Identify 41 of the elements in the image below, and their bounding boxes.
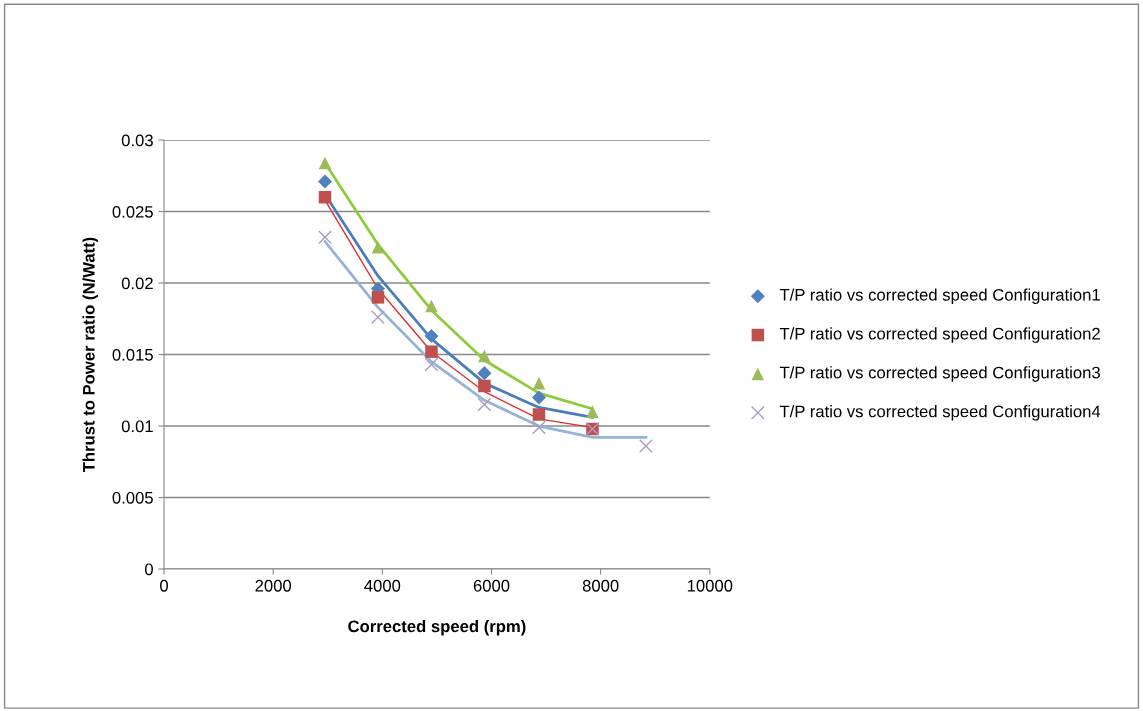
point (425, 299, 438, 313)
y-tick-label: 0 (144, 563, 153, 576)
x-tick-label: 0 (160, 579, 168, 592)
y-tick-label: 0.025 (112, 205, 153, 218)
point (477, 366, 492, 381)
legend-label: T/P ratio vs corrected speed Configuration4 (779, 405, 1101, 421)
x-tick-label: 2000 (255, 579, 292, 592)
y-tick-label: 0.03 (121, 134, 153, 147)
point (478, 349, 491, 363)
y-axis-title: Thrust to Power ratio (N/Watt) (82, 237, 99, 473)
y-tick-label: 0.015 (112, 348, 153, 361)
legend-label: T/P ratio vs corrected speed Configuration3 (779, 366, 1100, 382)
y-tick-label: 0.005 (112, 491, 153, 504)
point (371, 241, 385, 254)
point (318, 174, 333, 189)
point (532, 408, 546, 421)
x-tick-label: 10000 (687, 579, 733, 592)
legend-label: T/P ratio vs corrected speed Configuration2 (779, 327, 1100, 343)
point (478, 379, 491, 393)
point (371, 291, 385, 304)
point (425, 345, 438, 358)
legend-label: T/P ratio vs corrected speed Configuration1 (779, 288, 1100, 304)
point (586, 405, 599, 418)
point (424, 328, 439, 343)
line-series (323, 240, 648, 439)
x-tick-label: 4000 (364, 579, 401, 592)
point (424, 357, 439, 372)
point (477, 397, 492, 412)
y-tick-label: 0.02 (121, 277, 153, 290)
point (318, 191, 332, 204)
point (531, 390, 546, 405)
y-tick-label: 0.01 (121, 420, 153, 433)
x-tick-label: 8000 (582, 579, 619, 592)
point (371, 310, 385, 325)
x-axis-title: Corrected speed (rpm) (348, 619, 526, 636)
x-tick-label: 6000 (473, 579, 510, 592)
point (532, 376, 546, 390)
point (318, 156, 332, 170)
point (532, 420, 546, 435)
point (639, 439, 653, 453)
point (318, 230, 332, 245)
